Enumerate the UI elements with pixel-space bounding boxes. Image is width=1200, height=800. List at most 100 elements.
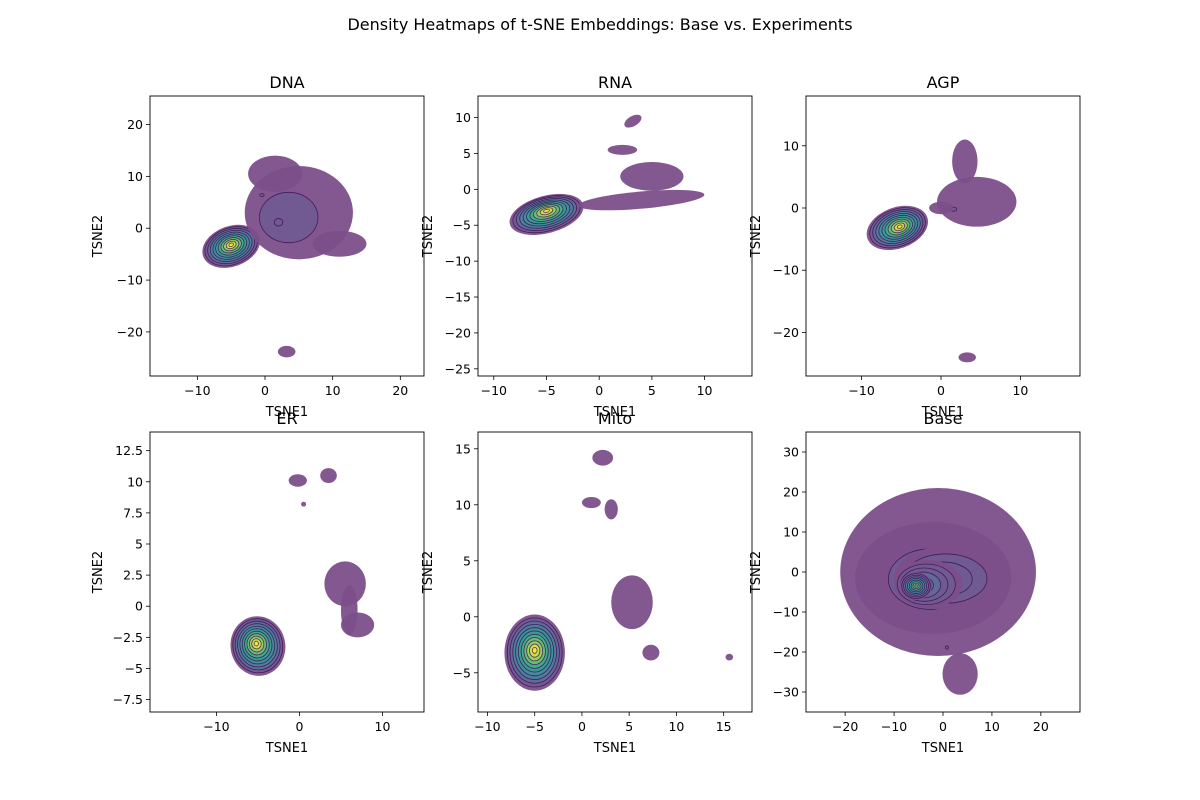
density-level	[929, 201, 953, 215]
y-tick-label: −5	[453, 218, 471, 233]
y-tick-label: 10	[783, 525, 799, 540]
x-tick-label: 5	[625, 719, 633, 734]
y-tick-label: −10	[117, 273, 143, 288]
density-region	[929, 201, 953, 215]
density-region	[937, 176, 1017, 227]
x-tick-label: 15	[716, 719, 732, 734]
x-axis-label: TSNE1	[265, 741, 308, 756]
density-contours	[866, 139, 1017, 363]
y-tick-label: −10	[445, 254, 471, 269]
y-tick-label: −2.5	[113, 630, 143, 645]
density-level	[914, 584, 918, 588]
y-tick-label: −5	[453, 665, 471, 680]
density-contours	[202, 155, 367, 358]
y-tick-label: −30	[773, 685, 799, 700]
density-level	[642, 644, 660, 661]
density-level	[896, 224, 903, 229]
density-level	[301, 501, 307, 507]
density-level	[958, 352, 976, 363]
y-tick-label: 5	[463, 553, 471, 568]
axes-frame	[805, 95, 1081, 377]
x-tick-label: 5	[648, 383, 656, 398]
density-region	[340, 585, 358, 635]
density-level	[259, 191, 319, 244]
density-region	[578, 189, 705, 211]
density-level	[320, 468, 337, 484]
density-level	[531, 646, 538, 654]
x-tick-label: −10	[203, 719, 229, 734]
subplot-title: Mito	[598, 409, 632, 428]
y-tick-label: 12.5	[115, 443, 143, 458]
density-region	[958, 352, 976, 363]
density-region	[277, 345, 296, 358]
x-tick-label: 0	[939, 719, 947, 734]
y-tick-label: 0	[135, 221, 143, 236]
figure-title: Density Heatmaps of t-SNE Embeddings: Ba…	[347, 15, 852, 34]
density-level	[945, 645, 949, 650]
subplot-base: −20 −10 0 10 20 −30 −20 −10 0 10 20 30 Base TSNE1 TSNE…	[749, 409, 1081, 756]
y-tick-label: −20	[445, 325, 471, 340]
subplot-mito: −10 −5 0 5 10 15 −5 0 5 10 15 Mito TSNE1 TSNE2	[421, 409, 753, 756]
density-level	[624, 114, 642, 128]
subplot-title: AGP	[927, 73, 960, 92]
y-tick-label: 0	[135, 599, 143, 614]
y-axis-label: TSNE2	[91, 551, 106, 594]
subplot-rna: −10 −5 0 5 10 −25 −20 −15 −10 −5 0 5 10 RNA TSNE1 TSNE2	[421, 73, 753, 420]
density-contours	[230, 468, 375, 676]
x-tick-label: −10	[474, 719, 500, 734]
x-tick-label: 10	[1012, 383, 1028, 398]
subplot-er: −10 0 10 −7.5 −5 −2.5 0 2.5 5 7.5 10 12.5 ER TSNE1 TSN…	[91, 409, 425, 756]
density-region	[620, 162, 684, 191]
density-region	[288, 474, 307, 487]
x-tick-label: 20	[392, 383, 408, 398]
x-tick-label: −5	[525, 719, 543, 734]
density-level	[607, 144, 638, 155]
density-contours	[840, 488, 1036, 695]
density-level	[620, 162, 684, 191]
y-tick-label: −5	[125, 661, 143, 676]
density-region	[866, 205, 929, 251]
x-tick-label: 10	[984, 719, 1000, 734]
density-level	[578, 189, 705, 211]
density-level	[604, 499, 618, 520]
density-region	[202, 224, 261, 268]
density-level	[942, 653, 978, 695]
y-axis-label: TSNE2	[421, 551, 436, 594]
subplot-title: RNA	[598, 73, 632, 92]
y-axis-label: TSNE2	[421, 215, 436, 258]
subplot-title: Base	[924, 409, 963, 428]
density-region	[642, 644, 660, 661]
density-level	[253, 640, 259, 647]
x-tick-label: 0	[578, 719, 586, 734]
density-contours	[509, 114, 705, 235]
y-tick-label: −20	[773, 645, 799, 660]
y-tick-label: 20	[127, 117, 143, 132]
y-tick-label: 2.5	[123, 568, 143, 583]
x-tick-label: −10	[184, 383, 210, 398]
x-tick-label: 10	[697, 383, 713, 398]
x-tick-label: −10	[481, 383, 507, 398]
axes-frame	[477, 95, 753, 377]
subplot-agp: −10 0 10 −20 −10 0 10 AGP TSNE1 TSNE2	[749, 73, 1081, 420]
y-tick-label: 0	[791, 565, 799, 580]
x-tick-label: 0	[595, 383, 603, 398]
density-region	[581, 496, 601, 509]
x-tick-label: 20	[1033, 719, 1049, 734]
density-level	[725, 653, 734, 661]
y-tick-label: 15	[455, 441, 471, 456]
density-level	[937, 176, 1017, 227]
y-tick-label: 10	[455, 497, 471, 512]
y-tick-label: 7.5	[123, 505, 143, 520]
y-tick-label: 10	[127, 169, 143, 184]
density-region	[611, 575, 653, 630]
y-tick-label: 0	[463, 182, 471, 197]
y-tick-label: 0	[463, 609, 471, 624]
density-level	[273, 218, 284, 227]
x-tick-label: 10	[375, 719, 391, 734]
subplot-title: DNA	[269, 73, 304, 92]
x-axis-label: TSNE1	[265, 405, 308, 420]
density-region	[624, 114, 642, 128]
density-level	[581, 496, 601, 509]
y-tick-label: 5	[463, 146, 471, 161]
y-tick-label: −25	[445, 361, 471, 376]
